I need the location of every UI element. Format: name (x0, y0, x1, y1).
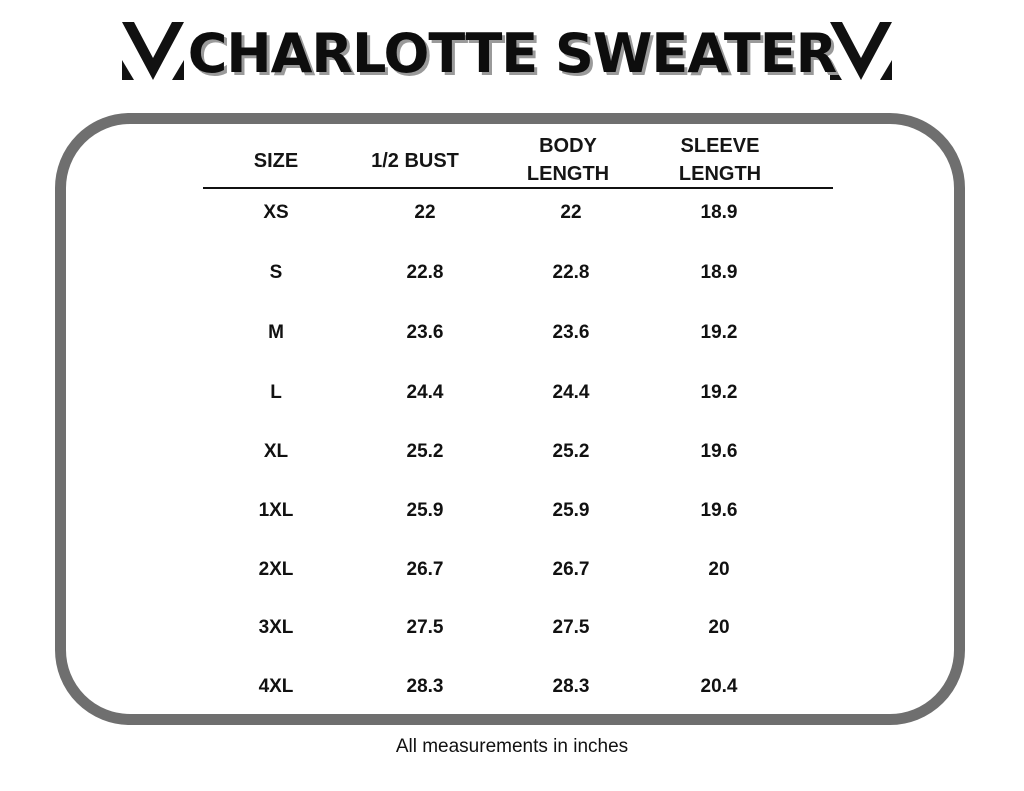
cell-sleeve-length: 20 (708, 559, 730, 580)
cell-size: XS (263, 202, 289, 223)
header-bust-label: 1/2 BUST (371, 150, 459, 172)
cell-body-length: 27.5 (552, 617, 590, 638)
cell-sleeve-length: 20 (708, 617, 730, 638)
cell-sleeve-length: 18.9 (700, 202, 738, 223)
cell-half-bust: 25.9 (406, 500, 444, 521)
cell-half-bust: 25.2 (406, 441, 444, 462)
cell-sleeve-length: 19.6 (700, 500, 738, 521)
cell-sleeve-length: 18.9 (700, 262, 738, 283)
header-divider (203, 187, 833, 189)
cell-body-length: 23.6 (552, 322, 590, 343)
cell-sleeve-length: 20.4 (700, 676, 738, 697)
cell-body-length: 28.3 (552, 676, 590, 697)
brand-logo-icon (122, 22, 184, 80)
cell-size: 1XL (258, 500, 294, 521)
cell-size: L (270, 382, 282, 403)
cell-half-bust: 23.6 (406, 322, 444, 343)
cell-size: 4XL (258, 676, 294, 697)
cell-body-length: 25.9 (552, 500, 590, 521)
header-body-line2: LENGTH (526, 163, 610, 185)
header-bust: 1/2 BUST (355, 147, 475, 175)
cell-body-length: 22.8 (552, 262, 590, 283)
cell-half-bust: 27.5 (406, 617, 444, 638)
cell-sleeve-length: 19.6 (700, 441, 738, 462)
cell-sleeve-length: 19.2 (700, 322, 738, 343)
cell-size: 3XL (258, 617, 294, 638)
header-size-label: SIZE (253, 150, 299, 172)
header-size: SIZE (226, 147, 326, 175)
header-body-length: BODY LENGTH (508, 132, 628, 188)
header-sleeve-length: SLEEVE LENGTH (660, 132, 780, 188)
cell-body-length: 24.4 (552, 382, 590, 403)
header-body-line1: BODY (539, 135, 597, 157)
cell-body-length: 22 (560, 202, 582, 223)
cell-size: XL (263, 441, 289, 462)
cell-half-bust: 22.8 (406, 262, 444, 283)
header-sleeve-line1: SLEEVE (680, 135, 760, 157)
cell-body-length: 26.7 (552, 559, 590, 580)
size-chart-frame (55, 113, 965, 725)
cell-half-bust: 24.4 (406, 382, 444, 403)
cell-size: 2XL (258, 559, 294, 580)
brand-logo-icon (830, 22, 892, 80)
cell-sleeve-length: 19.2 (700, 382, 738, 403)
cell-half-bust: 26.7 (406, 559, 444, 580)
header-sleeve-line2: LENGTH (678, 163, 762, 185)
footer-note: All measurements in inches (395, 736, 629, 757)
cell-size: S (269, 262, 283, 283)
cell-size: M (268, 322, 284, 343)
page-title: CHARLOTTE SWEATER (187, 22, 837, 85)
cell-half-bust: 22 (414, 202, 436, 223)
cell-body-length: 25.2 (552, 441, 590, 462)
cell-half-bust: 28.3 (406, 676, 444, 697)
